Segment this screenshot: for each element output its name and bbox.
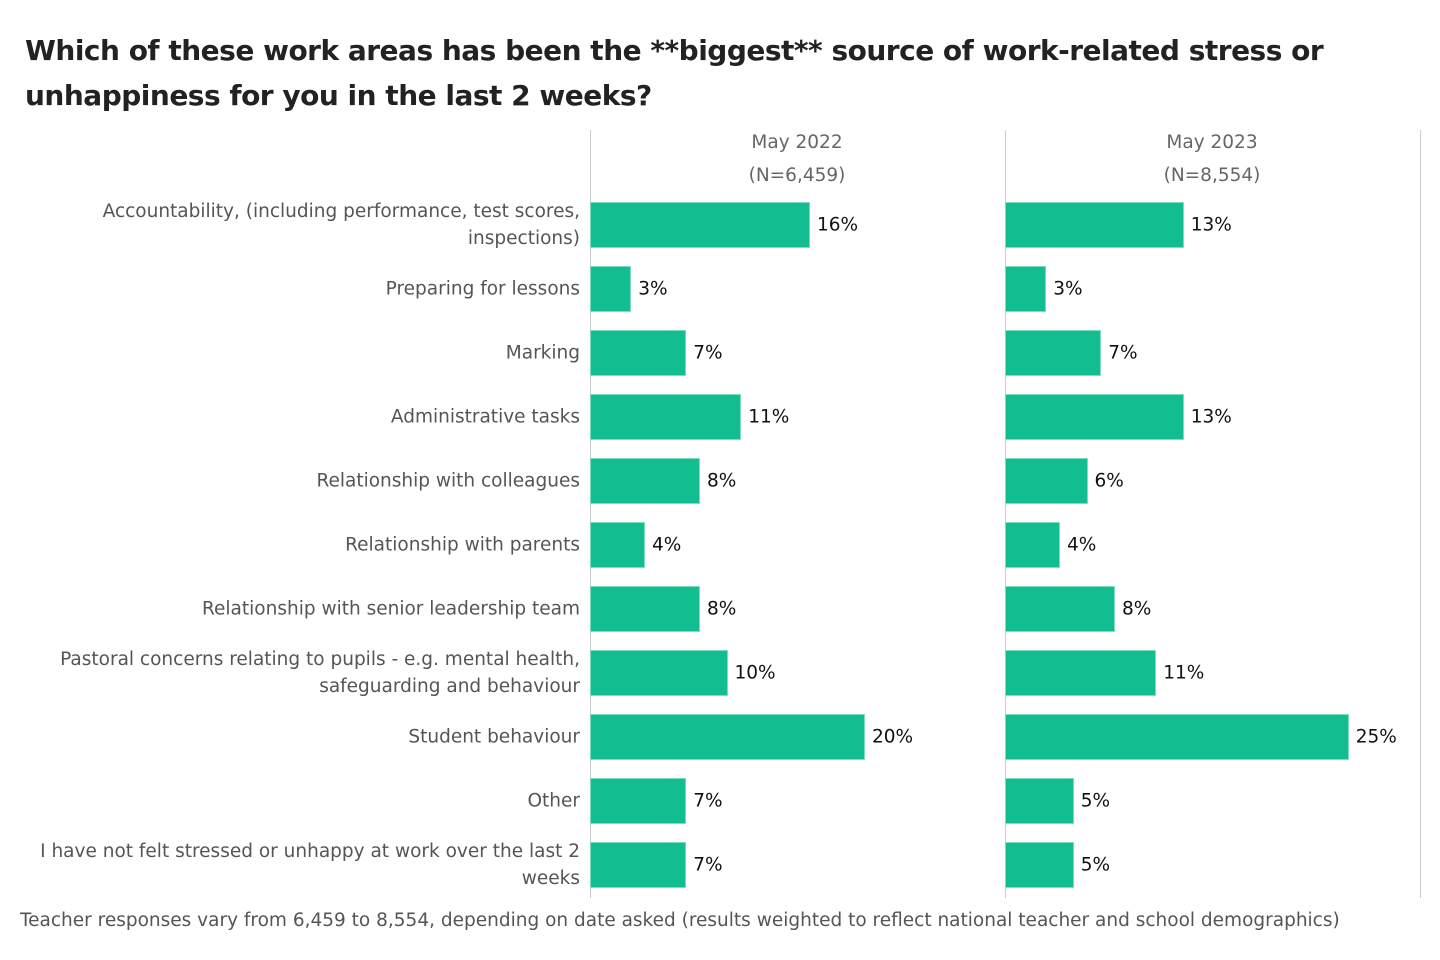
- bar: [590, 330, 687, 376]
- chart-title: Which of these work areas has been the *…: [25, 34, 1324, 112]
- bar: [1005, 458, 1088, 504]
- category-label: Accountability, (including performance, …: [102, 201, 580, 249]
- value-label: 7%: [693, 790, 723, 812]
- value-label: 13%: [1190, 406, 1232, 428]
- value-label: 11%: [1163, 662, 1205, 684]
- value-label: 7%: [693, 342, 723, 364]
- category-label: Other: [527, 790, 580, 812]
- value-label: 7%: [1108, 342, 1138, 364]
- panel-divider: [1005, 130, 1006, 898]
- value-label: 5%: [1080, 854, 1111, 876]
- category-label: Administrative tasks: [390, 406, 580, 428]
- panel-divider: [590, 130, 591, 898]
- category-label: Relationship with senior leadership team: [202, 598, 580, 620]
- panel-sample: (N=8,554): [1163, 165, 1261, 186]
- value-label: 5%: [1080, 790, 1111, 812]
- bar: [1005, 778, 1074, 824]
- footnote: Teacher responses vary from 6,459 to 8,5…: [20, 910, 1340, 931]
- value-label: 8%: [707, 598, 737, 620]
- value-label: 6%: [1094, 470, 1124, 492]
- bar: [590, 778, 687, 824]
- category-label: I have not felt stressed or unhappy at w…: [40, 841, 580, 889]
- bar: [590, 458, 700, 504]
- value-label: 16%: [817, 214, 859, 236]
- bar: [1005, 650, 1157, 696]
- value-label: 7%: [693, 854, 723, 876]
- value-label: 8%: [1122, 598, 1152, 620]
- bar: [1005, 522, 1060, 568]
- value-label: 13%: [1190, 214, 1232, 236]
- value-label: 8%: [707, 470, 737, 492]
- category-label: Relationship with colleagues: [316, 470, 580, 492]
- bar: [1005, 394, 1184, 440]
- bar: [590, 586, 700, 632]
- panel-header: May 2022: [751, 132, 843, 153]
- bar: [590, 394, 742, 440]
- value-label: 3%: [1053, 278, 1083, 300]
- bar: [1005, 266, 1047, 312]
- bar: [1005, 330, 1102, 376]
- value-label: 4%: [652, 534, 682, 556]
- bar: [1005, 202, 1184, 248]
- bar: [590, 842, 687, 888]
- bar: [1005, 586, 1115, 632]
- panel-header: May 2023: [1166, 132, 1258, 153]
- bar: [590, 266, 632, 312]
- bar: [590, 202, 810, 248]
- bar: [1005, 714, 1349, 760]
- value-label: 4%: [1067, 534, 1097, 556]
- panel-sample: (N=6,459): [748, 165, 846, 186]
- panel-divider: [1420, 130, 1421, 898]
- value-label: 3%: [638, 278, 668, 300]
- category-label: Relationship with parents: [345, 534, 580, 556]
- category-label: Pastoral concerns relating to pupils - e…: [60, 649, 580, 697]
- category-label: Student behaviour: [408, 726, 580, 748]
- value-label: 11%: [748, 406, 790, 428]
- category-label: Preparing for lessons: [385, 278, 580, 300]
- bar: [1005, 842, 1074, 888]
- bar: [590, 714, 865, 760]
- bar: [590, 522, 645, 568]
- value-label: 10%: [734, 662, 776, 684]
- bar: [590, 650, 728, 696]
- value-label: 25%: [1355, 726, 1397, 748]
- category-label: Marking: [505, 342, 580, 364]
- value-label: 20%: [872, 726, 914, 748]
